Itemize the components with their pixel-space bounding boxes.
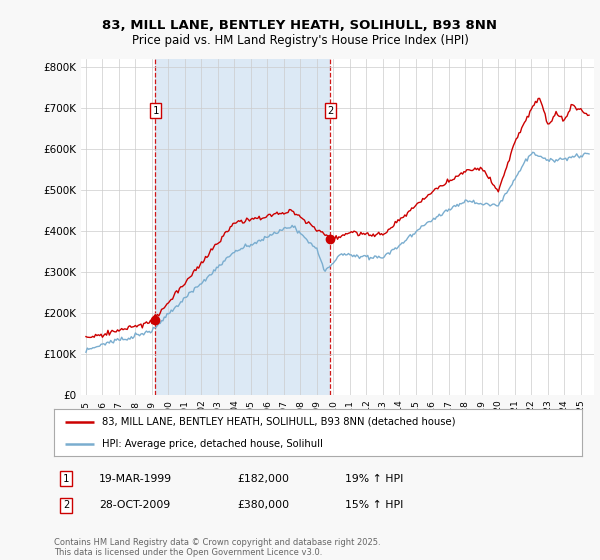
- Text: £380,000: £380,000: [237, 500, 289, 510]
- Text: HPI: Average price, detached house, Solihull: HPI: Average price, detached house, Soli…: [101, 438, 322, 449]
- Text: 2: 2: [63, 500, 69, 510]
- Bar: [155, 59, 331, 395]
- Text: 1: 1: [152, 106, 158, 116]
- Text: 1: 1: [63, 474, 69, 484]
- Text: 28-OCT-2009: 28-OCT-2009: [99, 500, 170, 510]
- Text: Contains HM Land Registry data © Crown copyright and database right 2025.
This d: Contains HM Land Registry data © Crown c…: [54, 538, 380, 557]
- Text: 19% ↑ HPI: 19% ↑ HPI: [345, 474, 403, 484]
- Text: 83, MILL LANE, BENTLEY HEATH, SOLIHULL, B93 8NN: 83, MILL LANE, BENTLEY HEATH, SOLIHULL, …: [103, 19, 497, 32]
- Text: 19-MAR-1999: 19-MAR-1999: [99, 474, 172, 484]
- Text: Price paid vs. HM Land Registry's House Price Index (HPI): Price paid vs. HM Land Registry's House …: [131, 34, 469, 46]
- Text: £182,000: £182,000: [237, 474, 289, 484]
- Text: 2: 2: [327, 106, 334, 116]
- Text: 15% ↑ HPI: 15% ↑ HPI: [345, 500, 403, 510]
- Text: 83, MILL LANE, BENTLEY HEATH, SOLIHULL, B93 8NN (detached house): 83, MILL LANE, BENTLEY HEATH, SOLIHULL, …: [101, 417, 455, 427]
